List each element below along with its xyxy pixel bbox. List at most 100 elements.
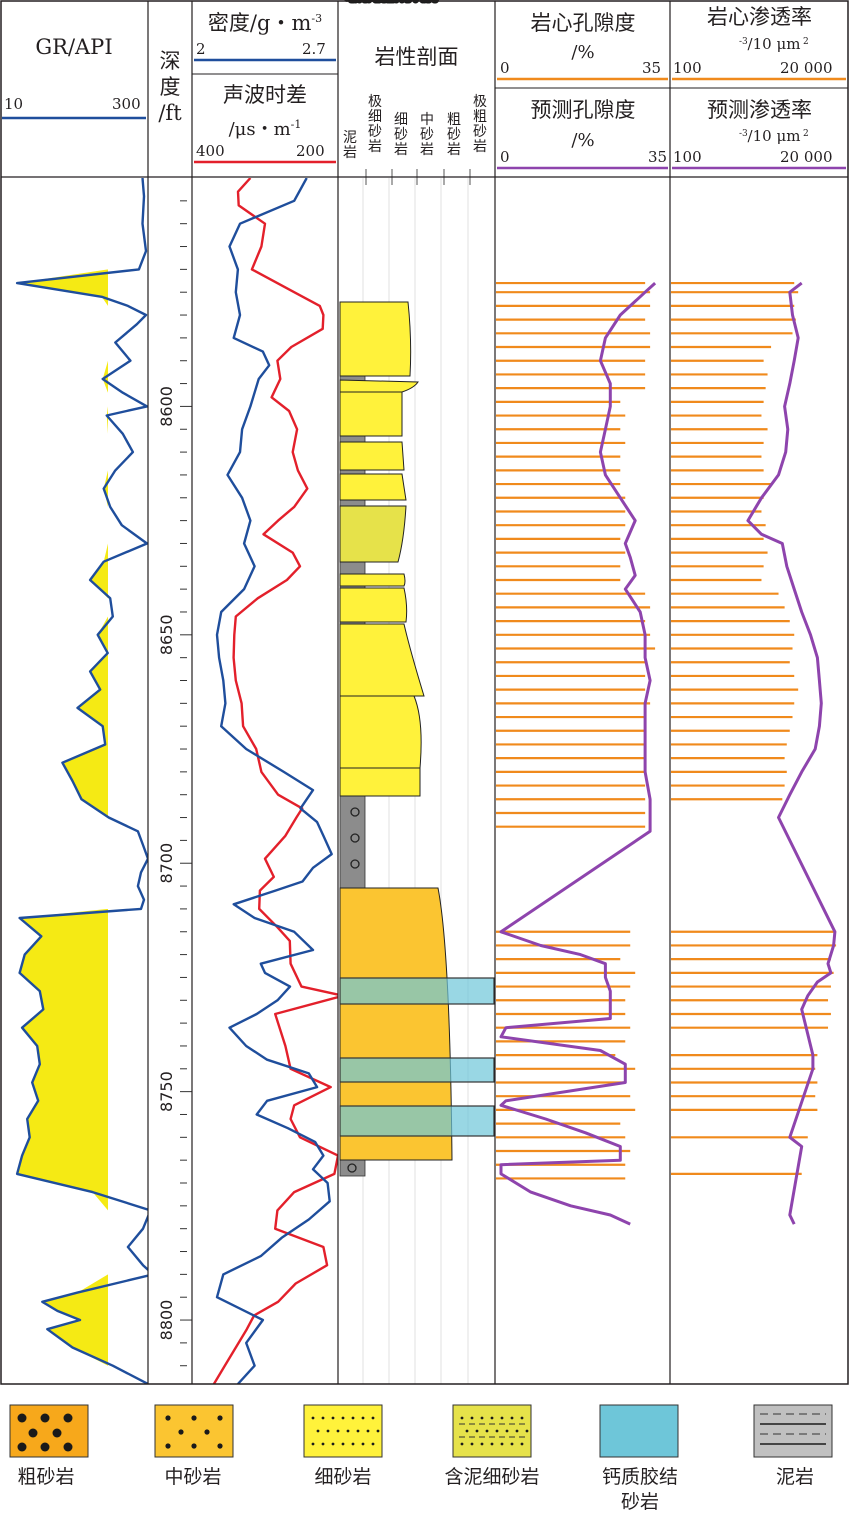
gr-fill	[17, 178, 109, 1384]
legend-swatch	[154, 1404, 234, 1458]
legend-grain	[191, 1415, 197, 1421]
lith-col-fine: 细砂岩	[394, 112, 408, 158]
core-por-max: 35	[642, 59, 662, 77]
lith-body	[339, 505, 407, 563]
pred-por-title: 预测孔隙度	[530, 98, 636, 122]
legend-swatches	[9, 1404, 833, 1458]
legend-grain	[351, 1416, 355, 1420]
fossil-symbol	[347, 1163, 357, 1173]
permeability-track	[671, 281, 837, 1225]
sonic-title: 声波时差	[223, 83, 307, 107]
calcite-cemented-band	[339, 1057, 495, 1083]
depth-tick-label: 8650	[157, 614, 176, 655]
lith-body	[339, 379, 419, 393]
legend-grain	[515, 1429, 519, 1433]
legend-grain	[321, 1416, 325, 1420]
depth-tick-label: 8600	[157, 386, 176, 427]
depth-title-1: 深	[159, 49, 181, 73]
legend-grain	[520, 1416, 524, 1420]
gr-max: 300	[112, 95, 141, 113]
pred-perm-min: 100	[673, 148, 702, 166]
legend-grain	[40, 1442, 50, 1452]
lith-body	[339, 623, 425, 697]
depth-title-3: /ft	[158, 101, 182, 125]
sonic-min: 400	[196, 142, 225, 160]
legend-grain	[495, 1429, 499, 1433]
core-perm-unit-sup2: 2	[803, 37, 809, 47]
legend-grain	[311, 1416, 315, 1420]
legend-grain	[165, 1415, 171, 1421]
density-curve	[215, 178, 333, 1384]
legend-grain	[371, 1442, 375, 1446]
legend-grain	[356, 1429, 360, 1433]
fossil-symbol	[350, 833, 360, 843]
legend-grain	[63, 1442, 73, 1452]
legend-grain	[165, 1443, 171, 1449]
legend-grain	[500, 1416, 504, 1420]
core-perm-min: 100	[673, 59, 702, 77]
legend-grain	[480, 1416, 484, 1420]
outer-border	[0, 0, 849, 1385]
legend-grain	[321, 1442, 325, 1446]
porosity-track	[496, 281, 657, 1226]
legend-grain	[52, 1428, 62, 1438]
density-max: 2.7	[302, 40, 326, 58]
legend-grain	[17, 1442, 27, 1452]
lith-body	[339, 441, 405, 471]
legend-grain	[336, 1429, 340, 1433]
legend-grain	[475, 1429, 479, 1433]
lithology-track	[339, 0, 495, 1384]
calcite-cemented-band	[339, 977, 495, 1005]
legend-grain	[500, 1442, 504, 1446]
gr-track	[15, 178, 148, 1384]
density-title: 密度/g・m-3	[207, 11, 323, 35]
legend-grain	[331, 1416, 335, 1420]
pred-perm-curve	[746, 281, 837, 1225]
legend-grain	[331, 1442, 335, 1446]
legend-label-fine: 细砂岩	[314, 1466, 372, 1488]
core-por-min: 0	[500, 59, 510, 77]
legend-grain	[460, 1442, 464, 1446]
core-perm-unit-sup1: -3	[739, 37, 748, 47]
gr-curve	[15, 178, 148, 1384]
legend-label-muddy: 含泥细砂岩	[444, 1466, 540, 1488]
legend-grain	[480, 1442, 484, 1446]
legend-grain	[465, 1429, 469, 1433]
legend-grain	[371, 1416, 375, 1420]
sonic-curve	[212, 178, 338, 1384]
legend-grain	[40, 1413, 50, 1423]
legend-label-mud: 泥岩	[775, 1466, 814, 1488]
legend-grain	[490, 1416, 494, 1420]
density-min: 2	[196, 40, 206, 58]
lith-col-medium: 中砂岩	[420, 112, 434, 158]
legend-label-medium: 中砂岩	[164, 1466, 222, 1488]
legend-grain	[311, 1442, 315, 1446]
core-perm-max: 20 000	[780, 59, 833, 77]
legend-label-coarse: 粗砂岩	[17, 1466, 75, 1488]
lith-body	[339, 473, 407, 501]
legend-grain	[490, 1442, 494, 1446]
legend-swatch	[599, 1404, 679, 1458]
legend-label-calcite: 钙质胶结 砂岩	[601, 1466, 678, 1513]
legend-grain	[191, 1443, 197, 1449]
depth-tick-label: 8750	[157, 1071, 176, 1112]
gr-min: 10	[4, 95, 24, 113]
density-sonic-track	[212, 178, 338, 1384]
fossil-symbol	[350, 859, 360, 869]
legend-grain	[351, 1442, 355, 1446]
legend-grain	[361, 1416, 365, 1420]
legend-grain	[28, 1428, 38, 1438]
legend-grain	[316, 1429, 320, 1433]
legend-grain	[525, 1429, 529, 1433]
legend-grain	[178, 1429, 184, 1435]
calcite-cemented-band	[339, 1105, 495, 1137]
lith-col-mud: 泥岩	[343, 130, 357, 161]
lith-col-vfine: 极细砂岩	[368, 94, 382, 155]
legend-grain	[63, 1413, 73, 1423]
pred-perm-unit-sup2: 2	[803, 129, 809, 139]
pred-perm-max: 20 000	[780, 148, 833, 166]
legend-grain	[341, 1442, 345, 1446]
lith-body	[339, 767, 421, 797]
legend-swatch	[753, 1404, 833, 1458]
